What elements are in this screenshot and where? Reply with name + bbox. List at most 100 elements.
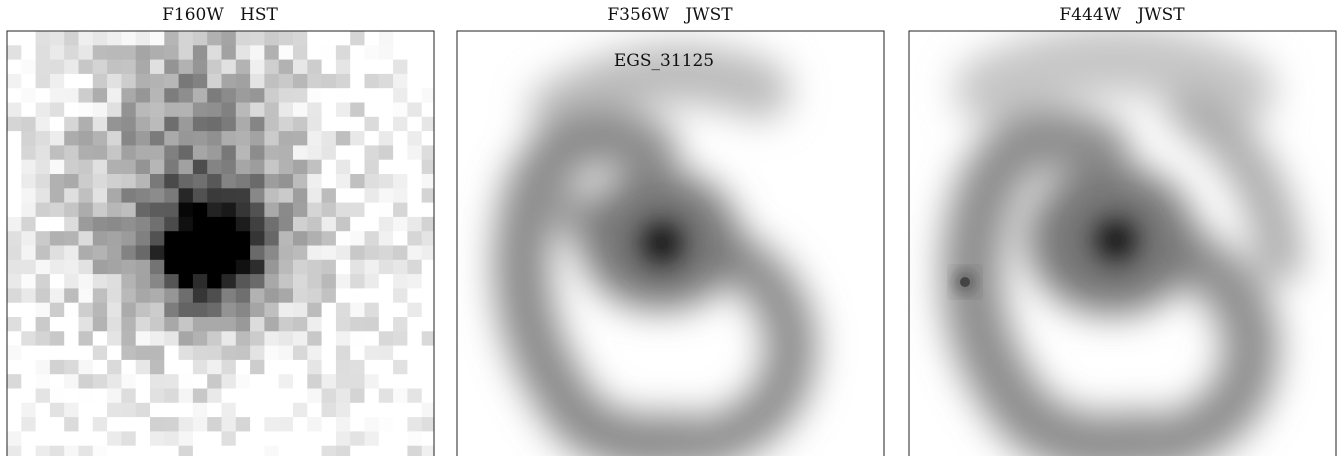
pixel <box>107 102 122 118</box>
pixel <box>121 216 137 232</box>
pixel <box>64 402 79 418</box>
pixel <box>421 116 434 132</box>
pixel <box>78 202 94 218</box>
pixel <box>49 245 65 261</box>
pixel <box>421 359 434 375</box>
pixel <box>235 31 251 46</box>
pixel <box>78 431 94 447</box>
pixel <box>436 288 451 303</box>
pixel <box>378 388 394 404</box>
pixel <box>207 145 222 161</box>
pixel <box>121 174 137 189</box>
pixel <box>307 45 323 61</box>
pixel <box>350 302 365 318</box>
pixel <box>49 302 65 318</box>
pixel <box>7 331 22 347</box>
pixel <box>221 102 237 118</box>
pixel <box>92 73 108 89</box>
pixel <box>164 331 180 347</box>
pixel <box>364 159 380 175</box>
pixel <box>135 216 151 232</box>
panel-frame <box>908 30 1337 456</box>
pixel <box>364 274 380 289</box>
pixel <box>207 202 222 218</box>
pixel <box>407 431 423 447</box>
pixel <box>135 231 151 246</box>
pixel <box>250 131 265 146</box>
pixel <box>107 402 122 418</box>
pixel <box>378 116 394 132</box>
pixel <box>135 345 151 361</box>
pixel <box>393 388 408 404</box>
pixel <box>135 259 151 275</box>
pixel <box>35 445 51 456</box>
pixel <box>192 31 208 46</box>
pixel <box>278 88 294 103</box>
pixel <box>92 417 108 432</box>
pixel <box>21 231 37 246</box>
pixel <box>421 216 434 232</box>
pixel <box>350 88 365 103</box>
pixel <box>135 245 151 261</box>
pixel <box>364 102 380 118</box>
pixel <box>364 45 380 61</box>
pixel <box>135 145 151 161</box>
pixel <box>364 359 380 375</box>
pixel <box>178 231 194 246</box>
pixel <box>64 59 79 75</box>
pixel <box>350 145 365 161</box>
pixel <box>235 188 251 204</box>
pixel <box>207 302 222 318</box>
pixel <box>393 359 408 375</box>
pixel <box>221 202 237 218</box>
pixel <box>235 174 251 189</box>
pixel <box>35 417 51 432</box>
pixel <box>307 259 323 275</box>
pixel <box>364 73 380 89</box>
pixel <box>92 259 108 275</box>
pixel <box>307 59 323 75</box>
pixel <box>235 245 251 261</box>
pixel <box>150 231 165 246</box>
pixel <box>335 445 351 456</box>
pixel <box>178 59 194 75</box>
pixel <box>378 431 394 447</box>
pixel <box>135 302 151 318</box>
pixel <box>235 102 251 118</box>
pixel <box>21 145 37 161</box>
pixel <box>49 331 65 347</box>
pixel <box>35 317 51 332</box>
pixel <box>235 88 251 103</box>
pixel <box>393 216 408 232</box>
pixel <box>307 288 323 304</box>
pixel <box>207 188 222 204</box>
pixel <box>407 288 423 304</box>
pixel <box>192 159 208 175</box>
pixel <box>7 245 22 261</box>
pixel <box>264 445 280 456</box>
pixel <box>293 402 308 418</box>
pixel <box>150 345 165 361</box>
pixel <box>235 45 251 61</box>
pixel <box>235 417 251 432</box>
pixel <box>49 145 65 161</box>
pixel <box>307 102 323 118</box>
pixel <box>164 431 180 447</box>
pixel <box>64 159 79 175</box>
pixel <box>64 274 79 289</box>
pixel <box>278 259 294 275</box>
pixel <box>436 446 451 456</box>
pixel <box>307 73 323 89</box>
pixel <box>121 59 137 75</box>
pixel <box>421 73 434 89</box>
pixel <box>107 131 122 146</box>
pixel <box>135 402 151 418</box>
pixel <box>436 188 451 203</box>
pixel <box>307 317 323 332</box>
pixel <box>35 131 51 146</box>
pixel <box>436 45 451 60</box>
pixel <box>278 159 294 175</box>
pixel <box>121 131 137 146</box>
pixel <box>207 45 222 61</box>
